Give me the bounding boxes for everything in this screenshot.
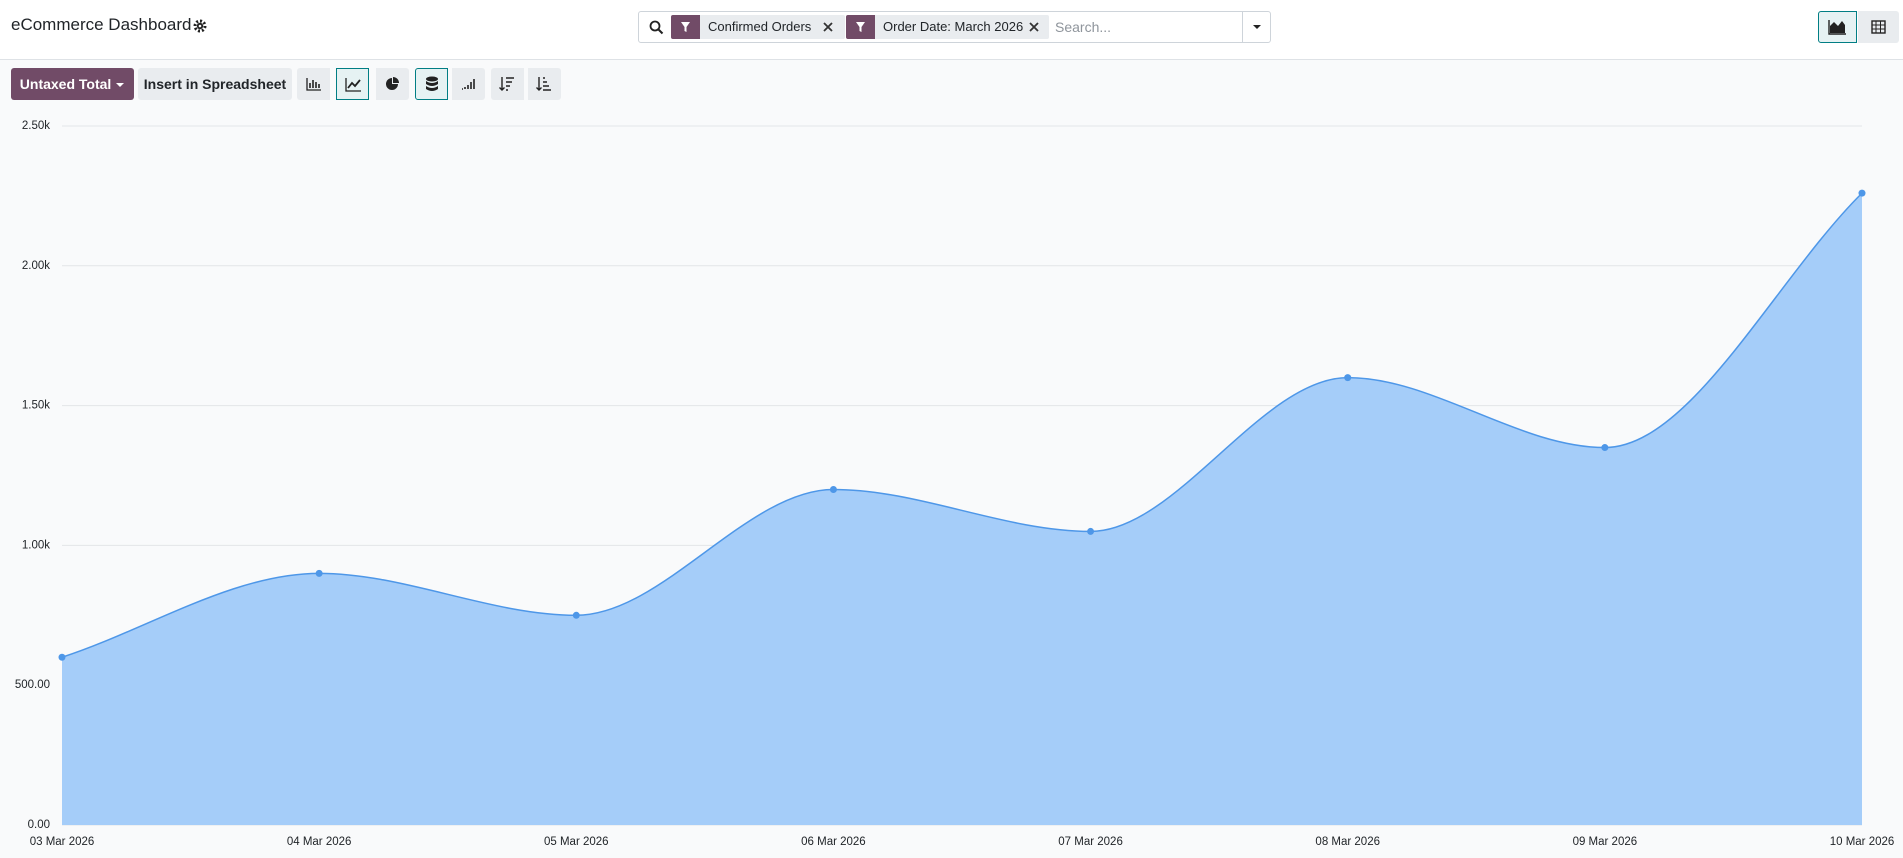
point: [572, 611, 580, 619]
y-tick-label: 1.50k: [22, 400, 50, 412]
y-tick-label: 500.00: [15, 679, 50, 691]
bar-icon: [306, 78, 321, 91]
graph-view-button[interactable]: [1818, 11, 1857, 43]
point: [1601, 444, 1609, 452]
point: [315, 569, 323, 577]
x-tick-label: 04 Mar 2026: [287, 836, 352, 848]
remove-facet[interactable]: [1028, 21, 1040, 33]
filter-icon: [681, 22, 690, 32]
cumulative-button[interactable]: [452, 68, 485, 100]
line-chart-button[interactable]: [336, 68, 369, 100]
facet-label: Confirmed Orders: [708, 19, 812, 34]
facet-icon: [671, 15, 700, 39]
point: [58, 653, 66, 661]
settings-icon[interactable]: [193, 19, 207, 33]
top-bar: eCommerce Dashboard Confirmed Orders Ord…: [0, 0, 1903, 60]
search-icon: [649, 20, 664, 35]
pie-chart-button[interactable]: [376, 68, 409, 100]
filter-icon: [856, 22, 865, 32]
sort-icon: [499, 77, 514, 91]
insert-button[interactable]: Insert in Spreadsheet: [138, 68, 292, 100]
table-icon: [1871, 20, 1886, 34]
y-tick-label: 0.00: [28, 819, 50, 831]
sort-desc-button[interactable]: [491, 68, 524, 100]
y-tick-label: 2.00k: [22, 260, 50, 272]
search-dropdown[interactable]: [1242, 12, 1271, 42]
caret: [116, 83, 125, 87]
x-tick-label: 05 Mar 2026: [544, 836, 609, 848]
line-icon: [345, 78, 361, 92]
measure-label: Untaxed Total: [19, 76, 112, 92]
stack-icon: [426, 76, 438, 91]
point: [829, 485, 837, 493]
x-tick-label: 07 Mar 2026: [1058, 836, 1123, 848]
x-tick-label: 08 Mar 2026: [1315, 836, 1380, 848]
x-tick-label: 06 Mar 2026: [801, 836, 866, 848]
measure-button[interactable]: Untaxed Total: [11, 68, 134, 100]
sort-asc-button[interactable]: [528, 68, 561, 100]
facet-label: Order Date: March 2026: [883, 19, 1024, 34]
facet-icon: [846, 15, 875, 39]
y-tick-label: 2.50k: [22, 120, 50, 132]
x-tick-label: 09 Mar 2026: [1573, 836, 1638, 848]
sort-icon: [536, 77, 551, 91]
area-icon: [1828, 20, 1846, 35]
remove-facet[interactable]: [822, 21, 834, 33]
point: [1858, 189, 1866, 197]
dashboard-title: eCommerce Dashboard: [11, 15, 192, 34]
area: [62, 193, 1862, 825]
facet: Confirmed Orders: [700, 15, 845, 39]
caret: [1253, 25, 1261, 29]
search-placeholder[interactable]: Search...: [1055, 19, 1112, 35]
point: [1087, 527, 1095, 535]
point: [1344, 374, 1352, 382]
facet: Order Date: March 2026: [875, 15, 1049, 39]
x-tick-label: 03 Mar 2026: [30, 836, 95, 848]
stacked-button[interactable]: [415, 68, 448, 100]
cumulative-icon: [462, 79, 475, 90]
x-tick-label: 10 Mar 2026: [1830, 836, 1895, 848]
bar-chart-button[interactable]: [297, 68, 330, 100]
y-tick-label: 1.00k: [22, 539, 50, 551]
search-box[interactable]: Confirmed Orders Order Date: March 2026 …: [638, 11, 1271, 43]
pie-icon: [386, 77, 399, 90]
pivot-view-button[interactable]: [1858, 11, 1899, 43]
